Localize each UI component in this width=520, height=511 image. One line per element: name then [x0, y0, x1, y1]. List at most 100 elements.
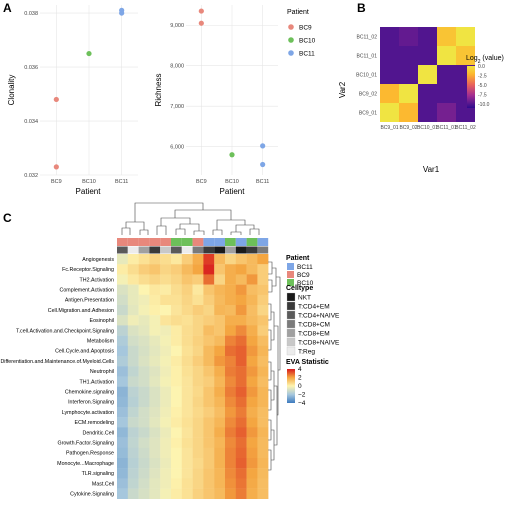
patient-annotation-bar	[117, 238, 269, 246]
eva-row-label: ECM.remodeling	[75, 420, 115, 426]
eva-cell	[192, 376, 204, 387]
eva-cell	[246, 366, 258, 377]
eva-cell	[160, 447, 172, 459]
eva-row-label: Chemokine.signaling	[65, 390, 114, 396]
eva-cell	[225, 254, 236, 265]
correlation-y-title: Var2	[338, 81, 347, 98]
patient-annotation-cell	[181, 238, 193, 246]
eva-cell	[214, 488, 226, 499]
celltype-annotation-cell	[235, 246, 247, 254]
legend-swatch-bc11	[288, 50, 294, 56]
eva-cell	[138, 294, 150, 306]
eva-cell	[160, 294, 172, 306]
eva-cell	[160, 478, 172, 489]
eva-celltype-swatch	[286, 319, 296, 329]
legend-label-bc10: BC10	[299, 37, 316, 44]
eva-cell	[171, 294, 182, 306]
correlation-y-ticks: BC9_01 BC9_02 BC10_01 BC11_01 BC11_02	[356, 34, 377, 116]
eva-cell	[149, 264, 161, 275]
eva-cell	[171, 407, 182, 418]
eva-cell	[192, 417, 204, 428]
eva-cell	[127, 335, 139, 346]
richness-x-ticks: BC9 BC10 BC11	[196, 179, 269, 185]
eva-row-label: TLR.signaling	[82, 471, 114, 477]
eva-cell	[214, 264, 226, 275]
eva-cell	[171, 335, 182, 346]
point-bc11	[119, 10, 125, 16]
eva-cell	[117, 386, 128, 397]
eva-cell	[127, 478, 139, 489]
eva-cell	[160, 254, 172, 265]
celltype-annotation-cell	[214, 246, 225, 254]
point-bc9	[198, 20, 204, 26]
correlation-cell	[380, 46, 399, 65]
eva-cell	[127, 325, 139, 336]
eva-cell	[117, 478, 128, 489]
eva-cell	[225, 437, 236, 448]
eva-cell	[225, 427, 236, 438]
clonality-plot: 0.032 0.034 0.036 0.038 BC9 BC10 BC11 Patient…	[7, 5, 138, 196]
correlation-y-tick: BC9_01	[359, 110, 377, 116]
eva-cell	[214, 274, 226, 285]
eva-cell	[149, 447, 161, 459]
panel-letter-c: C	[3, 211, 12, 225]
eva-cell	[257, 386, 269, 397]
eva-cell	[171, 284, 182, 295]
eva-cell	[127, 274, 139, 285]
clonality-y-title: Clonality	[7, 75, 16, 106]
eva-row-label: T.cell.Activation.and.Checkpoint.Signali…	[16, 328, 114, 334]
eva-cell	[181, 366, 193, 377]
eva-cell	[149, 274, 161, 285]
eva-row-label: Angiogenesis	[82, 257, 114, 263]
eva-cell	[171, 437, 182, 448]
eva-cell	[160, 366, 172, 377]
eva-heatmap: Angiogenesis Fc.Receptor.Signaling TH2.Act…	[0, 202, 281, 499]
y-tick-label: 9,000	[170, 23, 184, 29]
eva-cell	[181, 427, 193, 438]
eva-cell	[214, 447, 226, 459]
eva-cell	[214, 254, 226, 265]
correlation-cell	[418, 46, 437, 65]
celltype-annotation-cell	[225, 246, 236, 254]
correlation-colorbar-tick: 0.0	[478, 64, 485, 70]
patient-annotation-cell	[160, 238, 171, 246]
eva-cell	[181, 274, 193, 285]
eva-cell	[203, 315, 215, 326]
correlation-cell	[437, 27, 456, 46]
eva-cell	[138, 315, 150, 326]
legend-swatch-bc9	[288, 24, 294, 30]
celltype-annotation-cell	[246, 246, 258, 254]
eva-celltype-legend-title: Celltype	[286, 285, 313, 292]
clonality-gridlines	[40, 5, 138, 176]
richness-y-ticks: 6,000 7,000 8,000 9,000	[170, 23, 184, 150]
eva-cell	[160, 315, 172, 326]
patient-annotation-cell	[235, 238, 247, 246]
eva-cell	[235, 437, 247, 448]
point-bc11	[260, 143, 266, 149]
eva-cell	[181, 417, 193, 428]
patient-annotation-cell	[257, 238, 269, 246]
eva-cell	[117, 325, 128, 336]
eva-cell	[214, 407, 226, 418]
eva-cell	[235, 396, 247, 408]
correlation-cell	[399, 103, 418, 122]
eva-row-label: TH2.Activation	[80, 277, 114, 283]
eva-cell	[225, 305, 236, 316]
correlation-cell	[456, 27, 475, 46]
eva-cell	[138, 376, 150, 387]
eva-cell	[117, 254, 128, 265]
eva-cell	[225, 294, 236, 306]
eva-cell	[138, 284, 150, 295]
patient-legend: Patient BC9 BC10 BC11	[287, 9, 316, 57]
eva-cell	[127, 294, 139, 306]
point-bc11	[260, 161, 266, 168]
eva-cell	[171, 305, 182, 316]
eva-cell	[257, 427, 269, 438]
eva-cell	[235, 305, 247, 316]
eva-cell	[171, 417, 182, 428]
eva-cell	[160, 325, 172, 336]
eva-cell	[171, 396, 182, 408]
eva-cell	[246, 407, 258, 418]
eva-cell	[171, 488, 182, 499]
